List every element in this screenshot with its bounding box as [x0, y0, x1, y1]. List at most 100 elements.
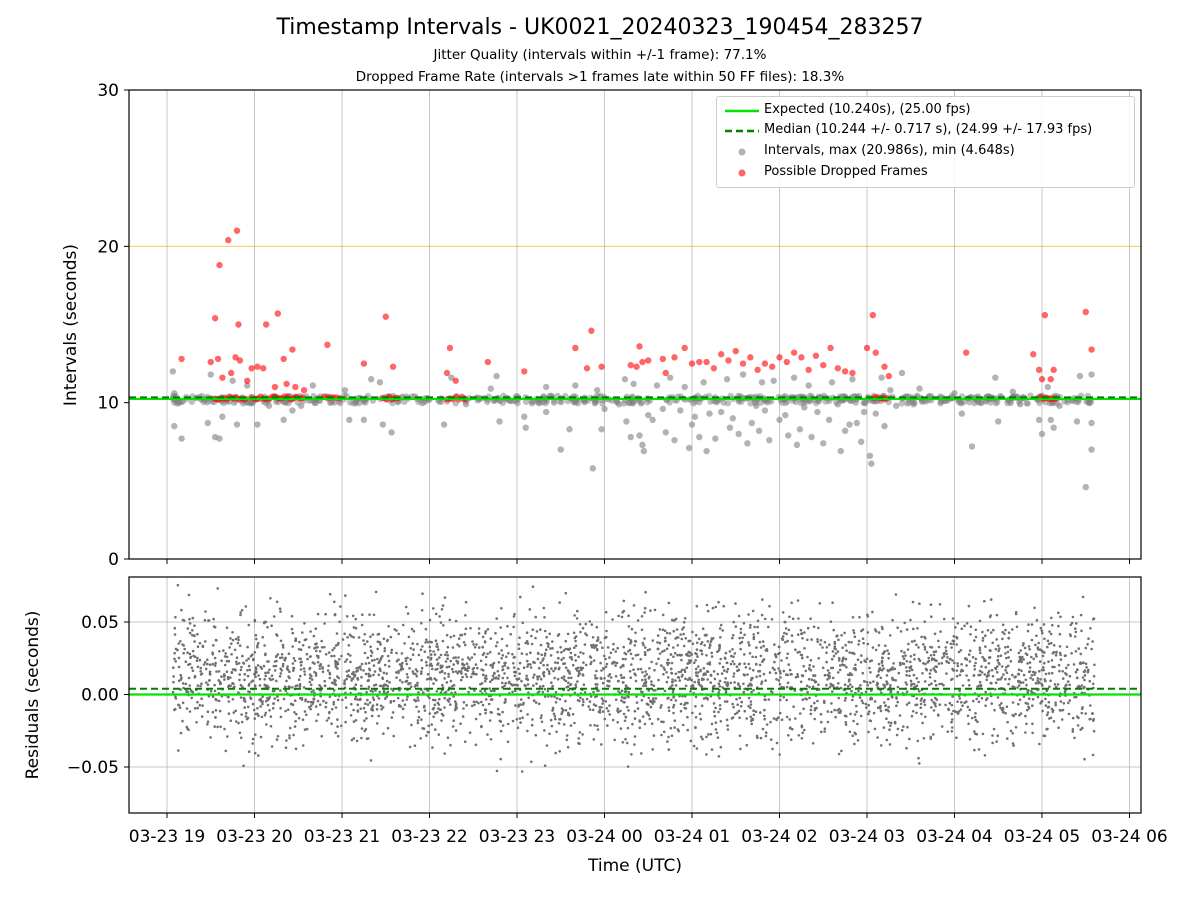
residual-point: [911, 600, 915, 604]
residual-point: [416, 642, 419, 646]
residual-point: [763, 708, 766, 712]
residual-point: [771, 666, 775, 670]
residual-point: [746, 673, 749, 676]
residual-point: [527, 663, 530, 666]
residual-point: [266, 698, 270, 702]
residual-point: [641, 678, 644, 682]
residual-point: [984, 645, 987, 648]
residual-point: [666, 676, 670, 679]
residual-point: [1003, 632, 1006, 636]
residual-point: [670, 661, 674, 665]
residual-point: [292, 666, 296, 670]
interval-point: [640, 447, 648, 455]
residual-point: [331, 648, 334, 652]
residual-point: [535, 630, 539, 633]
residual-point: [555, 696, 559, 700]
residual-point: [806, 638, 809, 642]
residual-point: [975, 697, 978, 701]
residual-point: [937, 662, 941, 665]
residual-point: [516, 726, 520, 730]
residual-point: [494, 631, 497, 635]
residual-point: [700, 652, 704, 656]
residual-point: [328, 695, 332, 699]
residual-point: [663, 689, 667, 693]
residual-point: [1052, 644, 1056, 647]
residual-point: [1001, 711, 1005, 714]
residual-point: [264, 711, 268, 715]
residual-point: [495, 617, 499, 620]
residual-point: [809, 659, 813, 662]
residual-point: [1092, 729, 1096, 733]
residual-point: [861, 637, 865, 640]
residual-point: [1004, 669, 1007, 672]
residual-point: [817, 688, 821, 691]
residual-point: [788, 668, 792, 672]
residual-point: [1039, 648, 1042, 651]
residual-point: [797, 617, 800, 620]
residual-point: [968, 660, 972, 663]
residual-point: [286, 668, 290, 672]
interval-point: [837, 447, 844, 455]
residual-point: [254, 633, 258, 637]
residual-point: [1042, 668, 1045, 672]
residual-point: [253, 620, 257, 623]
residual-point: [380, 708, 383, 711]
dropped-frame-point: [283, 380, 290, 388]
residual-point: [788, 718, 791, 721]
residual-point: [308, 673, 312, 676]
residual-point: [240, 608, 244, 612]
residual-point: [850, 641, 853, 644]
residual-point: [722, 604, 725, 608]
residual-point: [701, 627, 705, 630]
residual-point: [1080, 707, 1084, 711]
residual-point: [289, 726, 292, 730]
residual-point: [1059, 653, 1062, 657]
residual-point: [1001, 706, 1005, 710]
residual-point: [239, 696, 243, 699]
residual-point: [547, 670, 551, 673]
residual-point: [306, 657, 309, 661]
residual-point: [635, 701, 639, 704]
residual-point: [719, 720, 723, 723]
residual-point: [356, 703, 360, 707]
residual-point: [465, 662, 469, 665]
residual-point: [1039, 702, 1042, 705]
residual-point: [921, 672, 924, 675]
residual-point: [850, 689, 853, 693]
residual-point: [334, 665, 338, 669]
residual-point: [351, 677, 355, 680]
residual-point: [389, 700, 393, 703]
residual-point: [661, 628, 665, 631]
residual-point: [514, 704, 517, 707]
interval-point: [868, 460, 875, 467]
residual-point: [193, 655, 197, 659]
residual-point: [726, 728, 730, 731]
residual-point: [789, 673, 792, 676]
residual-point: [534, 733, 538, 737]
residual-point: [323, 622, 326, 625]
residual-point: [264, 674, 268, 678]
residual-point: [696, 655, 699, 658]
residual-point: [1011, 701, 1015, 704]
residual-point: [856, 739, 860, 742]
residual-point: [374, 689, 377, 692]
residual-point: [967, 722, 970, 726]
residual-point: [243, 706, 246, 709]
residual-point: [831, 690, 834, 693]
residual-point: [1046, 727, 1049, 731]
residual-point: [412, 672, 415, 675]
residual-point: [686, 715, 689, 719]
residual-point: [561, 710, 564, 714]
residual-point: [773, 643, 776, 646]
residual-point: [519, 595, 522, 599]
residual-point: [665, 647, 669, 651]
residual-point: [933, 679, 937, 683]
residual-point: [1044, 697, 1047, 701]
residual-point: [500, 607, 503, 610]
residual-point: [604, 665, 608, 669]
residual-point: [1050, 659, 1054, 662]
residual-point: [803, 647, 806, 650]
dropped-frame-point: [588, 327, 595, 334]
residual-point: [619, 709, 622, 713]
residual-point: [201, 704, 204, 707]
